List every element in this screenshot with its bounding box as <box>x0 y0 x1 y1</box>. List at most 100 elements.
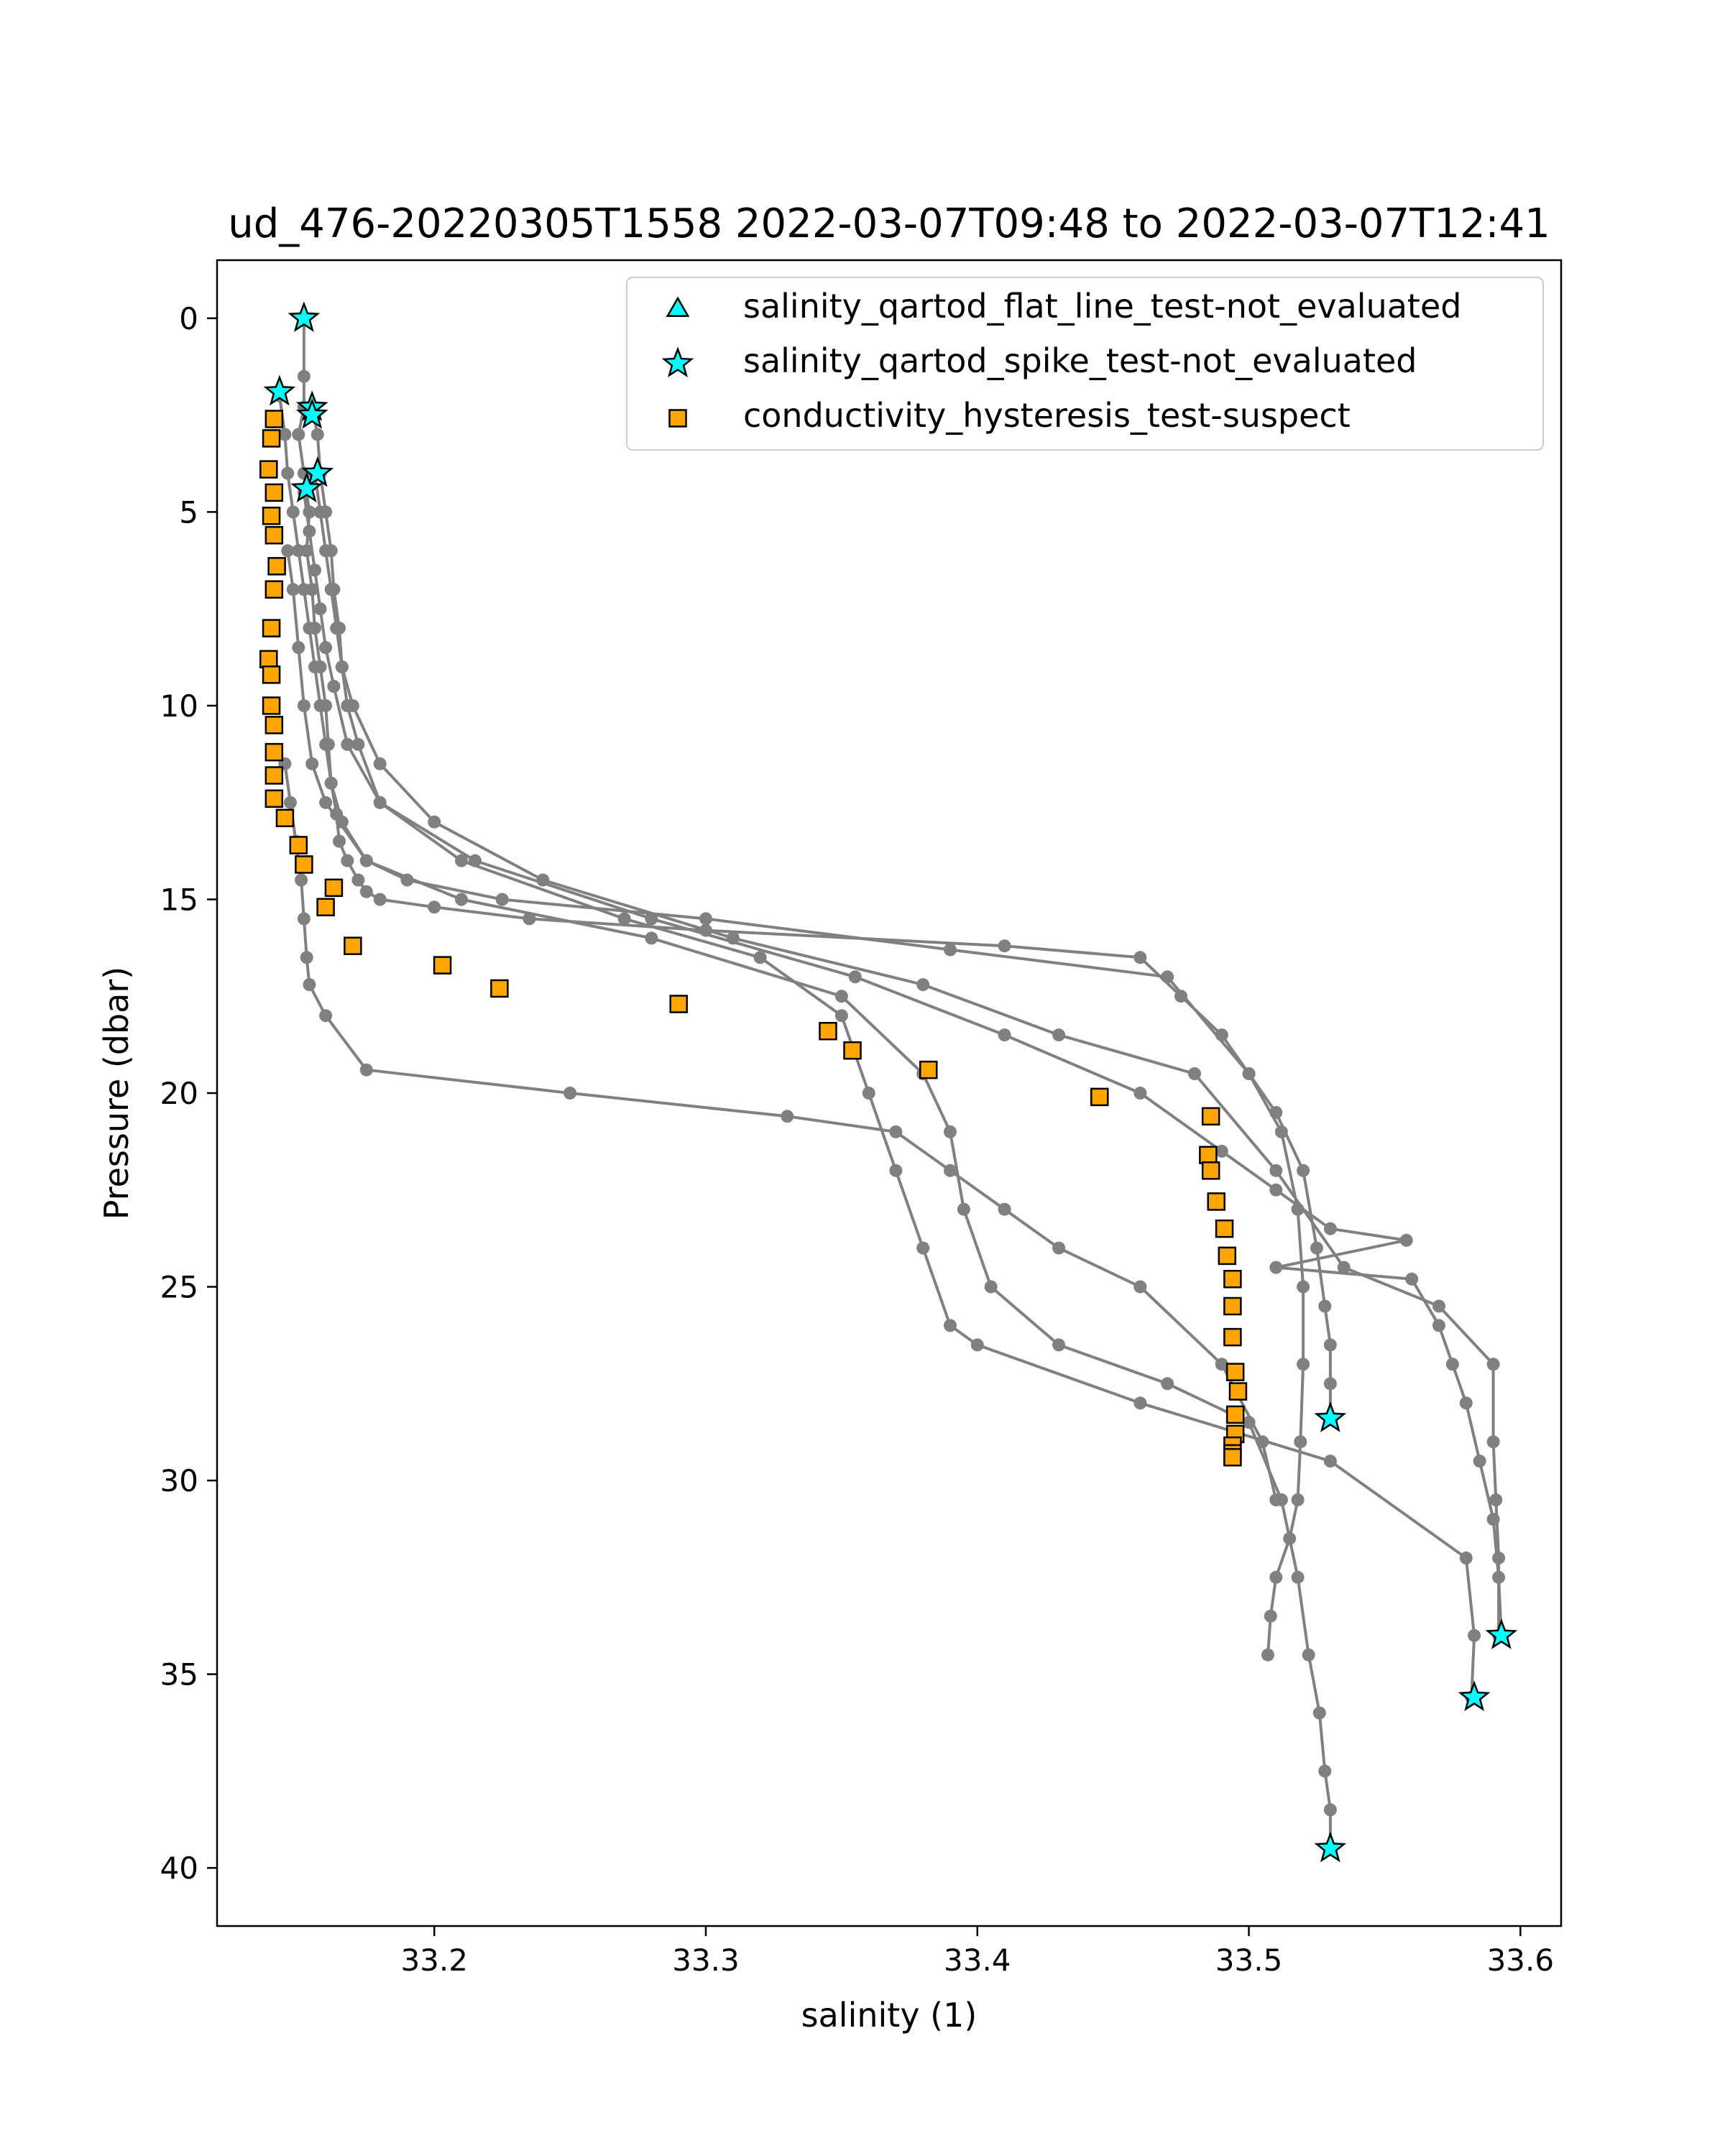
profile-point <box>1133 951 1147 964</box>
square-point <box>1223 1296 1242 1316</box>
profile-point <box>1310 1241 1323 1255</box>
square-point <box>1223 1327 1242 1347</box>
profile-point <box>1323 1377 1337 1391</box>
y-tick-label: 35 <box>160 1657 198 1692</box>
profile-point <box>1264 1609 1277 1623</box>
profile-point <box>1215 1144 1228 1158</box>
square-point <box>490 979 509 998</box>
flag-markers-layer <box>259 301 1518 1863</box>
profile-line <box>297 318 1332 1419</box>
profile-point <box>944 1164 957 1177</box>
profile-point <box>1242 1067 1256 1080</box>
square-point <box>262 696 281 715</box>
profile-point <box>308 563 321 577</box>
profile-point <box>495 893 509 906</box>
profile-point <box>1492 1551 1506 1565</box>
square-point <box>1215 1219 1234 1238</box>
profile-point <box>753 951 767 964</box>
square-point <box>1228 1382 1248 1401</box>
profile-5 <box>297 486 1481 1704</box>
profile-point <box>428 815 441 829</box>
square-point <box>267 557 286 576</box>
square-point <box>262 665 281 684</box>
profile-point <box>330 622 344 635</box>
profile-point <box>564 1087 577 1100</box>
profile-point <box>862 1087 875 1100</box>
profile-6 <box>281 544 1337 1856</box>
profile-point <box>319 1009 333 1023</box>
profile-point <box>536 873 550 887</box>
square-point <box>1225 1405 1245 1424</box>
profile-point <box>916 1241 930 1255</box>
profile-point <box>292 641 305 655</box>
square-point <box>1090 1087 1109 1107</box>
profile-point <box>286 583 300 596</box>
square-point <box>262 429 281 448</box>
square-point <box>316 898 335 916</box>
square-point <box>1199 1146 1218 1165</box>
profile-point <box>1302 1648 1315 1662</box>
y-tick-label: 30 <box>160 1463 198 1498</box>
profile-point <box>359 854 373 867</box>
profile-point <box>373 893 387 906</box>
star-point <box>290 471 323 503</box>
legend-star-icon <box>661 346 694 378</box>
profile-point <box>1256 1435 1269 1449</box>
profile-point <box>1323 1455 1337 1468</box>
profile-1 <box>292 311 1337 1425</box>
legend-label-flat-line: salinity_qartod_flat_line_test-not_evalu… <box>743 287 1461 326</box>
profile-7 <box>278 757 1283 1506</box>
profile-point <box>1133 1396 1147 1410</box>
square-point <box>919 1060 938 1079</box>
profile-point <box>1133 1087 1147 1100</box>
profile-point <box>297 912 310 926</box>
legend-square-shape <box>668 409 687 428</box>
profile-point <box>645 931 658 945</box>
star-point <box>288 301 321 332</box>
y-tick-label: 15 <box>160 882 198 917</box>
profile-line <box>277 395 1305 1655</box>
profile-point <box>1291 1570 1305 1584</box>
profile-point <box>1459 1396 1473 1410</box>
square-point <box>264 483 284 502</box>
profile-point <box>1323 1222 1337 1235</box>
profile-point <box>1323 1803 1337 1817</box>
x-tick-label: 33.6 <box>1487 1943 1555 1978</box>
profile-point <box>373 796 387 809</box>
x-axis-label: salinity (1) <box>801 1996 978 2035</box>
profile-point <box>1052 1241 1066 1255</box>
profile-point <box>998 1202 1011 1216</box>
profile-point <box>523 912 536 926</box>
profile-point <box>781 1110 794 1123</box>
profile-point <box>1432 1299 1445 1313</box>
y-tick-label: 25 <box>160 1270 198 1305</box>
square-point <box>264 580 284 599</box>
profile-point <box>998 939 1011 953</box>
square-point <box>275 808 295 828</box>
series-square-markers <box>259 410 1248 1467</box>
legend-label-spike: salinity_qartod_spike_test-not_evaluated <box>743 341 1417 380</box>
square-point <box>344 936 362 955</box>
square-point <box>1218 1246 1237 1266</box>
profile-point <box>300 951 313 964</box>
square-point <box>669 995 688 1013</box>
y-axis-label: Pressure (dbar) <box>97 967 136 1220</box>
square-point <box>264 410 284 428</box>
square-point <box>264 766 284 785</box>
profile-point <box>1269 1493 1283 1506</box>
profile-line <box>302 492 1476 1697</box>
square-point <box>262 507 281 525</box>
square-point <box>1223 1270 1242 1289</box>
profile-point <box>324 776 338 790</box>
star-point <box>1314 1831 1347 1863</box>
profile-point <box>281 544 295 558</box>
profile-point <box>303 525 316 538</box>
profile-point <box>1297 1164 1310 1177</box>
profile-point <box>297 699 310 712</box>
profile-point <box>1161 1377 1174 1391</box>
profile-point <box>303 622 316 635</box>
profile-point <box>335 660 349 673</box>
star-point <box>295 398 328 429</box>
profile-point <box>1432 1319 1445 1332</box>
